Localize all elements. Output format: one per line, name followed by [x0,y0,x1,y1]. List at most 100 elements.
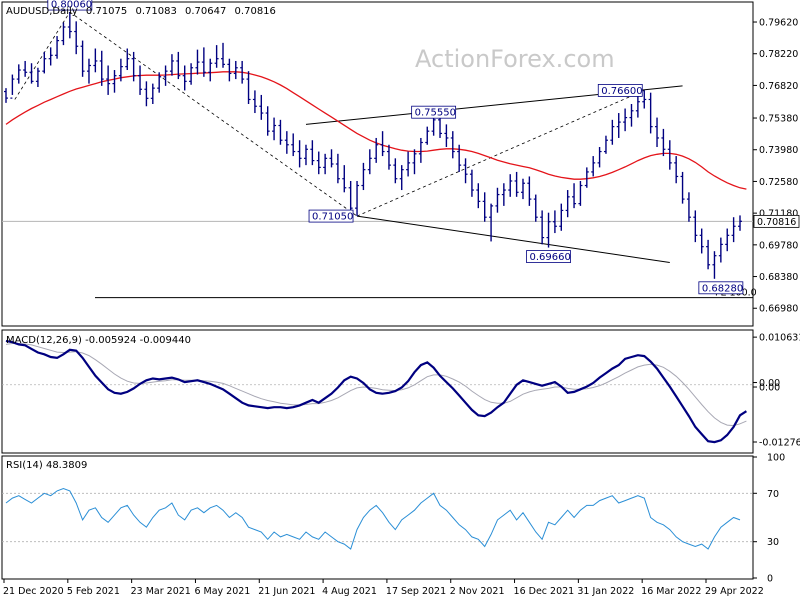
price-header: AUDUSD,Daily 0.71075 0.71083 0.70647 0.7… [6,6,276,17]
ohlc-bar [686,192,691,222]
rsi-tick-label: 100 [767,453,785,464]
ohlc-bar [642,90,647,109]
ohlc-bar [4,88,8,103]
symbol-timeframe: AUDUSD,Daily [6,6,78,17]
ohlc-bar [246,71,251,104]
ohlc-bar [259,94,264,120]
ohlc-bar [591,156,596,177]
ohlc-bar [208,58,213,82]
ohlc-bar [29,63,34,84]
level-label: 0.68280 [702,283,743,294]
ohlc-bar [240,60,245,84]
level-label-box [411,105,457,119]
macd-tick-label: -0.012767 [759,437,800,448]
price-tick-label: 0.76820 [759,81,798,92]
date-tick-label: 2 Nov 2021 [450,586,505,597]
close-value: 0.70816 [235,6,276,17]
ohlc-bar [693,210,698,243]
ohlc-bar [738,215,742,231]
ohlc-bar [597,147,602,168]
level-label: 0.69660 [530,252,571,263]
ohlc-bar [61,22,66,46]
ohlc-bar [233,60,238,80]
price-tick-label: 0.75380 [759,114,798,125]
ohlc-bar [182,65,187,91]
high-value: 0.71083 [135,6,176,17]
ohlc-bar [329,149,334,168]
date-tick-label: 16 Mar 2022 [641,586,701,597]
level-label-box [47,0,93,11]
ohlc-bar [584,167,589,188]
level-label-box [308,209,354,223]
ohlc-bar [616,113,621,138]
ohlc-bar [297,140,302,168]
trend-line-dashed [69,11,358,217]
current-price-box [753,214,800,228]
ohlc-bar [565,190,570,218]
current-price-label: 0.70816 [757,217,796,228]
date-tick-label: 16 Dec 2021 [514,586,575,597]
ohlc-bar [533,194,538,222]
level-label: 0.71050 [312,212,353,223]
ohlc-bar [463,158,468,184]
ohlc-bar [118,58,123,82]
rsi-tick-label: 30 [767,537,779,548]
ohlc-bar [335,153,340,184]
macd-signal-line [5,343,747,427]
price-tick-label: 0.72580 [759,177,798,188]
ohlc-bar [348,180,353,213]
watermark-text: ActionForex.com [415,45,615,73]
ohlc-bar [699,228,704,254]
ohlc-bar [214,45,219,68]
ohlc-bar [476,183,481,209]
date-tick-label: 31 Jan 2022 [577,586,634,597]
macd-tick-label: 0.010631 [759,333,800,344]
date-tick-label: 21 Jun 2021 [258,586,315,597]
ohlc-bar [278,119,283,145]
ohlc-bar [48,47,53,66]
ohlc-bar [712,251,717,279]
ohlc-bar [99,50,104,86]
ohlc-bar [495,187,500,213]
ohlc-bar [648,92,653,134]
ohlc-bar [520,178,525,200]
ohlc-bar [112,70,117,93]
price-bars [4,12,742,279]
ohlc-bar [55,36,60,59]
macd-panel-frame [1,329,754,454]
ohlc-bar [138,65,143,95]
level-label-box [698,281,744,295]
ohlc-bar [731,217,736,243]
price-tick-label: 0.79620 [759,18,798,29]
ohlc-bar [303,144,308,166]
ohlc-bar [469,169,474,197]
ohlc-bar [201,47,206,77]
ohlc-bar [195,49,200,75]
rsi-header: RSI(14) 48.3809 [6,460,87,471]
price-tick-label: 0.66980 [759,304,798,315]
ohlc-bar [131,51,136,82]
ohlc-bar [169,54,174,76]
ohlc-bar [635,94,640,118]
ohlc-bar [291,133,296,157]
ohlc-bar [393,158,398,184]
price-panel-frame [1,1,754,327]
ohlc-bar [655,117,660,148]
ohlc-bar [157,72,162,93]
ohlc-bar [189,63,194,85]
ohlc-bar [310,140,315,166]
ohlc-bar [252,90,257,114]
trend-line-dashed [14,11,71,100]
level-label: 0.80060 [51,0,92,11]
ohlc-bar [316,151,321,175]
ohlc-bar [176,51,181,80]
ohlc-bar [144,81,149,107]
ohlc-bar [572,183,577,209]
ohlc-bar [623,108,628,132]
ohlc-bar [725,228,730,252]
ohlc-bar [718,237,723,263]
ohlc-bar [399,165,404,191]
ohlc-bar [540,210,545,245]
ohlc-bar [450,131,455,159]
